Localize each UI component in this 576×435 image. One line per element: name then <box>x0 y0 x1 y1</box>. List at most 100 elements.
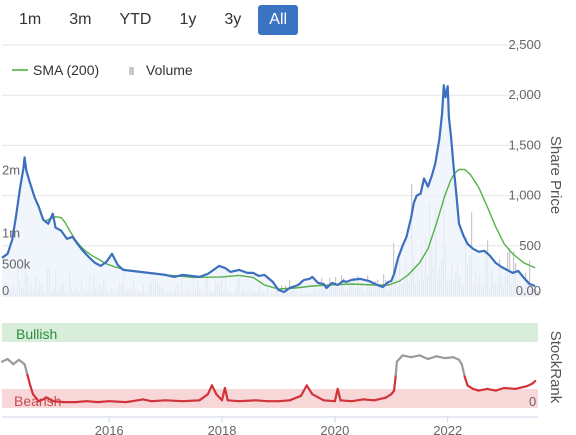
volume-bar <box>529 260 531 296</box>
range-button-3y[interactable]: 3y <box>224 11 242 28</box>
stockrank-segment <box>443 356 455 360</box>
stockrank-segment <box>23 363 29 376</box>
stockrank-segment <box>198 393 209 402</box>
stockrank-line <box>0 354 537 404</box>
stockrank-axis-tick-0: 0 <box>529 394 536 409</box>
price-tick-label: 500 <box>519 238 541 253</box>
volume-tick-label: 0 <box>2 283 9 298</box>
stockrank-segment <box>384 393 393 399</box>
stockrank-segment <box>12 358 20 366</box>
stockrank-segment <box>305 384 314 396</box>
stockrank-segment <box>150 399 167 403</box>
stockrank-segment <box>463 375 469 387</box>
price-tick-label: 2,000 <box>508 87 541 102</box>
bullish-band-label: Bullish <box>16 326 57 342</box>
range-button-1m[interactable]: 1m <box>19 11 42 28</box>
stockrank-segment <box>494 386 506 392</box>
stockrank-segment <box>108 400 128 404</box>
range-selector: 1m 3m YTD 1y 3y All <box>8 5 299 35</box>
x-tick-label: 2020 <box>320 423 349 435</box>
stockrank-segment <box>51 400 66 404</box>
stockrank-segment <box>31 393 40 403</box>
stockrank-segment <box>311 393 325 402</box>
stockrank-segment <box>210 384 218 396</box>
stockrank-segment <box>362 398 376 402</box>
x-axis: 2016 2018 2020 2022 <box>95 417 462 435</box>
volume-tick-label: 500k <box>2 257 31 272</box>
x-tick-label: 2016 <box>95 423 124 435</box>
volume-bar <box>535 289 537 296</box>
stockrank-segment <box>206 384 213 396</box>
price-area-fill <box>2 85 536 296</box>
stockrank-segment <box>237 399 257 403</box>
stockrank-segment <box>37 396 49 403</box>
stockrank-axis-title: StockRank <box>547 331 564 404</box>
stockrank-segment <box>124 398 145 404</box>
stockrank-segment <box>223 386 229 402</box>
stockrank-segment <box>6 357 15 366</box>
price-tick-label: 2,500 <box>508 37 541 52</box>
range-button-ytd[interactable]: YTD <box>119 11 152 28</box>
stockrank-segment <box>395 354 404 363</box>
volume-axis: 2m 1m 500k 0 <box>2 163 31 299</box>
stockrank-segment <box>288 394 303 402</box>
stockrank-segment <box>299 384 308 397</box>
stockrank-segment <box>164 399 184 403</box>
volume-bar <box>537 291 539 296</box>
stockrank-segment <box>401 354 413 359</box>
volume-bar <box>393 242 395 296</box>
stockrank-segment <box>17 358 26 366</box>
range-button-all[interactable]: All <box>258 5 299 35</box>
stockrank-segment <box>410 354 421 359</box>
stockrank-segment <box>486 387 497 392</box>
range-button-3m[interactable]: 3m <box>69 11 92 28</box>
range-button-1y[interactable]: 1y <box>179 11 197 28</box>
stockrank-segment <box>215 393 224 402</box>
stockrank-segment <box>277 399 291 403</box>
sma-line <box>43 168 536 290</box>
volume-legend-swatch <box>129 67 134 75</box>
stockrank-segment <box>85 400 100 404</box>
stockrank-segment <box>29 384 35 396</box>
stockrank-segment <box>26 373 32 387</box>
stockrank-segment <box>339 399 353 403</box>
stockrank-segment <box>466 384 475 390</box>
stockrank-segment <box>531 379 537 385</box>
stockrank-segment <box>477 387 489 392</box>
x-tick-label: 2018 <box>208 423 237 435</box>
stockrank-segment <box>373 396 387 402</box>
stockrank-segment <box>503 386 517 390</box>
stockrank-segment <box>426 355 438 361</box>
sma-legend-label: SMA (200) <box>33 62 99 78</box>
stockrank-segment <box>418 354 430 361</box>
stockrank-segment <box>142 398 153 403</box>
x-tick-label: 2022 <box>433 423 462 435</box>
stockrank-segment <box>394 360 398 376</box>
stockrank-segment <box>393 373 397 392</box>
stockrank-segment <box>226 399 241 403</box>
volume-tick-label: 1m <box>2 225 20 240</box>
stockrank-segment <box>322 399 336 403</box>
chart-legend[interactable]: SMA (200) Volume <box>12 62 193 78</box>
stockrank-segment <box>181 399 201 403</box>
price-tick-label: 1,500 <box>508 137 541 152</box>
stockrank-segment <box>336 387 342 402</box>
price-axis: 2,500 2,000 1,500 1,000 500 0.00 <box>508 37 541 298</box>
stockrank-segment <box>514 385 528 390</box>
stockrank-segment <box>45 396 54 403</box>
volume-legend-label: Volume <box>146 62 193 78</box>
price-line <box>1 84 536 294</box>
price-tick-label: 1,000 <box>508 188 541 203</box>
stockrank-segment <box>435 355 446 360</box>
bearish-band <box>2 389 538 408</box>
stockrank-segment <box>96 400 111 404</box>
volume-tick-label: 2m <box>2 163 20 178</box>
bullish-band <box>2 323 538 342</box>
stockrank-segment <box>350 398 365 403</box>
share-price-axis-title: Share Price <box>547 136 564 214</box>
stockrank-segment <box>254 399 269 403</box>
stockrank-segment <box>74 400 88 404</box>
price-tick-label: 0.00 <box>516 283 541 298</box>
stockrank-segment <box>460 363 466 378</box>
